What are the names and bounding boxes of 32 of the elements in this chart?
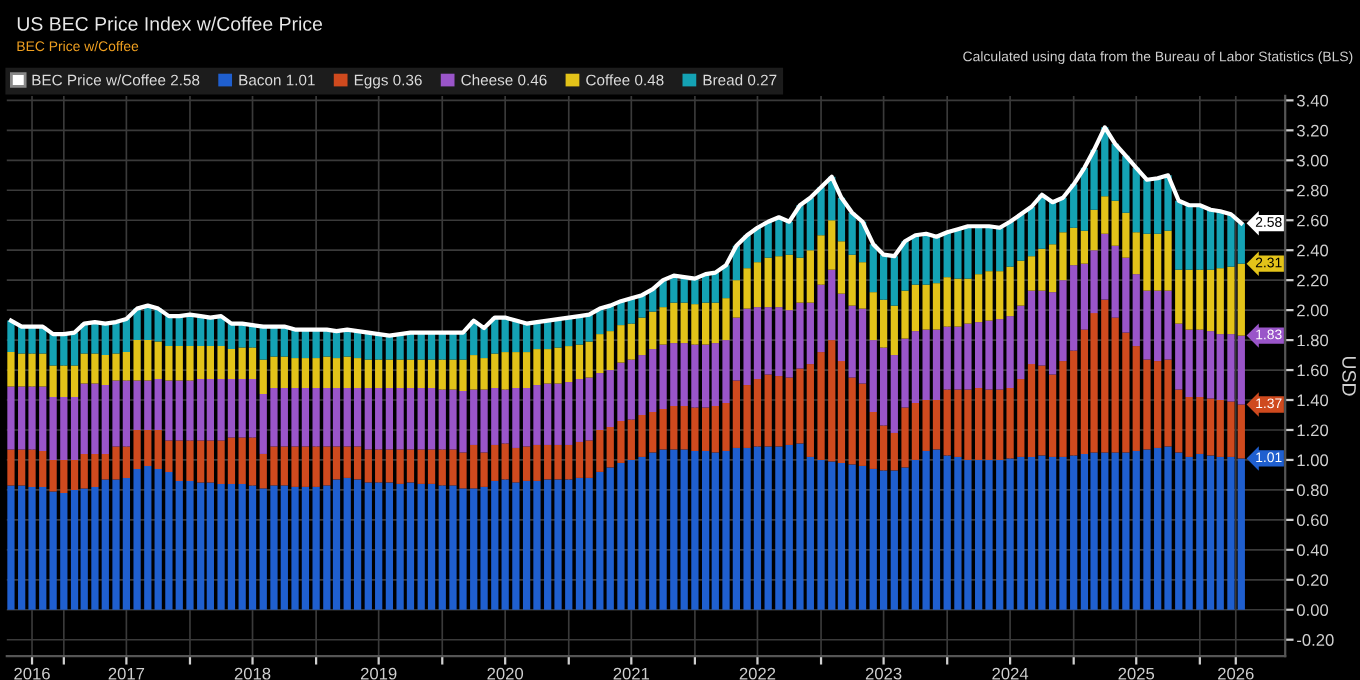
y-tick-label: 2.60 xyxy=(1297,214,1329,227)
x-tick-label: 2026 xyxy=(1218,667,1254,680)
y-tick-label: 0.60 xyxy=(1296,514,1329,527)
y-tick-label: 1.40 xyxy=(1297,394,1329,407)
y-tick-label: 2.40 xyxy=(1297,244,1329,257)
x-tick-label: 2017 xyxy=(108,667,145,680)
y-tick-label: 2.80 xyxy=(1297,184,1329,197)
x-tick-label: 2021 xyxy=(613,667,650,680)
y-tick-label: 2.00 xyxy=(1297,304,1329,317)
y-tick-label: 1.60 xyxy=(1297,364,1329,377)
x-tick-label: 2019 xyxy=(360,667,397,680)
y-tick-label: 3.40 xyxy=(1296,94,1329,107)
chart-title: US BEC Price Index w/Coffee Price xyxy=(17,16,323,31)
y-tick-label: 1.80 xyxy=(1297,334,1329,347)
x-tick-label: 2018 xyxy=(234,667,271,680)
x-tick-label: 2020 xyxy=(487,667,524,680)
y-tick-label: 2.20 xyxy=(1297,274,1329,287)
y-axis-title: USD xyxy=(1342,357,1356,396)
y-tick-label: 1.00 xyxy=(1297,454,1329,467)
x-tick-label: 2016 xyxy=(14,667,50,680)
y-tick-label: 0.20 xyxy=(1296,574,1329,586)
x-tick-label: 2024 xyxy=(992,667,1029,680)
y-tick-label: 0.00 xyxy=(1296,604,1329,616)
y-tick-label: 1.20 xyxy=(1297,424,1329,437)
x-tick-label: 2022 xyxy=(739,667,776,680)
x-tick-label: 2025 xyxy=(1118,667,1155,680)
y-tick-label: 3.00 xyxy=(1296,154,1329,167)
x-tick-label: 2023 xyxy=(865,667,902,680)
y-tick-label: 0.40 xyxy=(1296,544,1329,557)
y-tick-label: 3.20 xyxy=(1296,124,1329,137)
y-tick-label: -0.20 xyxy=(1297,634,1334,646)
y-tick-label: 0.80 xyxy=(1296,484,1329,497)
